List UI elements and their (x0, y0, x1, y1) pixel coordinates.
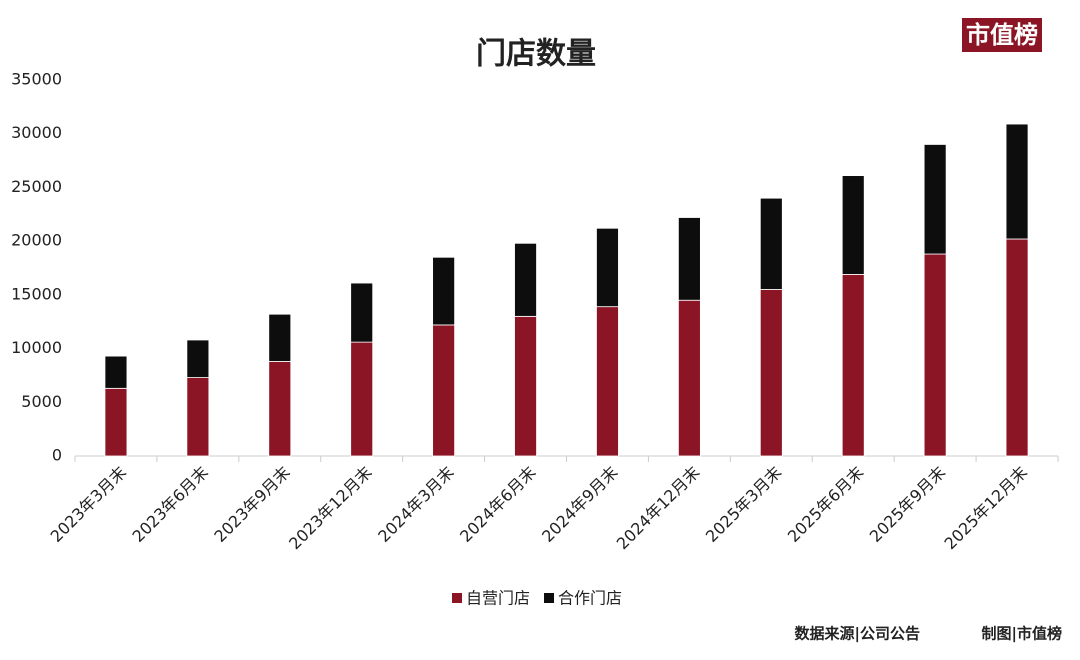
bar-segment (841, 175, 865, 275)
bar-segment (923, 253, 947, 457)
x-tick-label: 2024年12月末 (613, 463, 704, 554)
y-tick-label: 0 (52, 446, 62, 465)
x-tick-label: 2025年6月末 (784, 463, 867, 546)
y-tick-label: 30000 (11, 123, 62, 142)
x-tick-label: 2023年9月末 (210, 463, 293, 546)
bar-segment (677, 299, 701, 457)
bar-segment (432, 324, 456, 457)
bar-segment (186, 377, 210, 457)
bar-segment (759, 289, 783, 457)
legend-swatch (544, 593, 555, 603)
bar-segment (432, 256, 456, 326)
brand-box (962, 18, 1042, 52)
bar-segment (1005, 123, 1029, 240)
bar-segment (268, 361, 292, 457)
bar-segment (759, 197, 783, 290)
bar-segment (677, 217, 701, 301)
legend-label: 自营门店 (466, 589, 530, 608)
x-tick-label: 2024年6月末 (456, 463, 539, 546)
x-tick-label: 2023年6月末 (129, 463, 212, 546)
bar-segment (350, 282, 374, 343)
y-tick-label: 25000 (11, 177, 62, 196)
brand: 市值榜 (966, 21, 1038, 49)
bar-segment (514, 242, 537, 317)
bar-segment (186, 339, 210, 378)
legend-label: 合作门店 (558, 589, 622, 608)
y-tick-label: 15000 (11, 284, 62, 303)
bar-segment (1005, 238, 1029, 457)
y-tick-label: 20000 (11, 231, 62, 250)
bar-segment (104, 355, 128, 389)
x-tick-label: 2025年9月末 (866, 463, 949, 546)
x-tick-label: 2025年3月末 (702, 463, 785, 546)
bar-segment (350, 341, 374, 457)
bar-segment (596, 227, 619, 308)
x-tick-label: 2023年3月末 (47, 463, 130, 546)
bar-segment (514, 315, 537, 457)
bar-segment (596, 306, 619, 457)
y-tick-label: 5000 (21, 392, 62, 411)
x-tick-label: 2023年12月末 (285, 463, 376, 554)
y-tick-label: 10000 (11, 338, 62, 357)
bar-segment (923, 144, 947, 255)
credit: 制图|市值榜 (982, 625, 1062, 644)
bar-segment (104, 387, 128, 457)
x-tick-label: 2025年12月末 (940, 463, 1031, 554)
x-tick-label: 2024年3月末 (374, 463, 457, 546)
chart-title: 门店数量 (476, 37, 596, 72)
bar-segment (841, 274, 865, 457)
legend-swatch (452, 593, 462, 603)
x-tick-label: 2024年9月末 (538, 463, 621, 546)
bar-segment (268, 313, 292, 362)
y-tick-label: 35000 (11, 70, 62, 89)
source: 数据来源|公司公告 (795, 625, 920, 644)
